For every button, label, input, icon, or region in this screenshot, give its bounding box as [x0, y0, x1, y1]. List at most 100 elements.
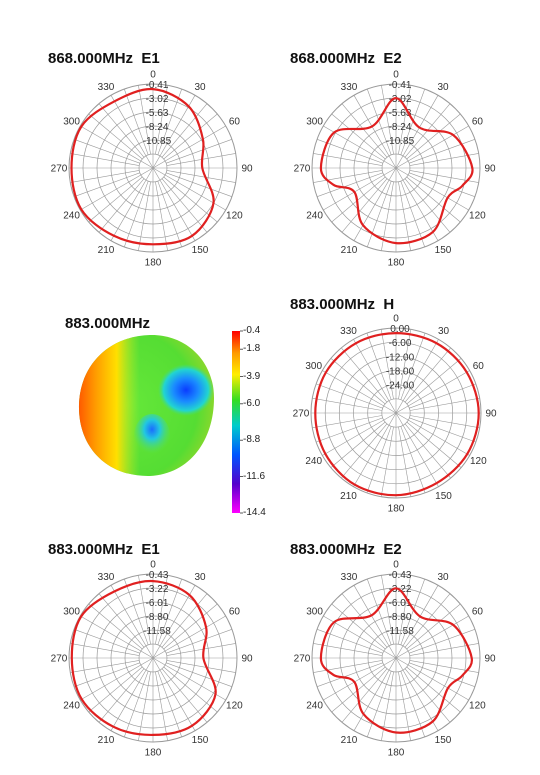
colorbar-tick-label: -1.8	[243, 343, 261, 355]
grid-spoke	[166, 643, 236, 656]
radial-tick-label: -0.43	[146, 570, 169, 581]
polar-plot-4: 0 30 60 90 120 150 180 210 240 270 300 330 0.00 -6.00…	[293, 314, 497, 515]
grid-spoke	[163, 603, 218, 650]
radial-tick-label: -0.41	[389, 80, 412, 91]
grid-spoke	[157, 181, 182, 248]
radial-tick-label: -11.58	[386, 626, 414, 637]
grid-spoke	[406, 113, 461, 160]
grid-spoke	[395, 615, 469, 659]
grid-spoke	[88, 666, 143, 713]
grid-spoke	[322, 370, 397, 414]
grid-spoke	[124, 181, 149, 248]
grid-spoke	[312, 397, 383, 411]
grid-spoke	[138, 575, 151, 645]
grid-spoke	[380, 329, 394, 400]
colorbar-tick-label: -8.8	[243, 434, 261, 446]
grid-spoke	[316, 172, 383, 197]
grid-spoke	[331, 176, 386, 223]
radial-tick-label: -8.80	[389, 612, 412, 623]
angle-label: 240	[306, 211, 323, 222]
grid-spoke	[70, 660, 140, 673]
grid-spoke	[80, 167, 154, 211]
grid-spoke	[323, 615, 397, 659]
grid-spoke	[152, 657, 196, 731]
grid-spoke	[157, 578, 182, 645]
grid-spoke	[80, 657, 154, 701]
grid-spoke	[155, 575, 168, 645]
radial-tick-label: -0.43	[389, 570, 412, 581]
chart-title-5: 883.000MHz E1	[48, 541, 160, 558]
angle-label: 270	[294, 654, 311, 665]
grid-spoke	[404, 668, 451, 723]
grid-spoke	[404, 347, 451, 403]
radial-tick-label: -5.63	[389, 108, 412, 119]
grid-spoke	[80, 125, 154, 169]
grid-spoke	[157, 671, 182, 738]
grid-spoke	[163, 113, 218, 160]
grid-spoke	[124, 671, 149, 738]
grid-spoke	[316, 139, 383, 164]
chart-title-2: 868.000MHz E2	[290, 50, 402, 67]
grid-spoke	[406, 358, 462, 405]
radial-tick-label: -0.41	[146, 80, 169, 91]
grid-spoke	[330, 358, 386, 405]
grid-spoke	[367, 671, 392, 738]
grid-spoke	[316, 662, 383, 687]
angle-label: 90	[484, 164, 496, 175]
radial-tick-label: -10.85	[386, 136, 415, 147]
radial-tick-label: -8.24	[146, 122, 169, 133]
angle-label: 120	[226, 701, 243, 712]
angle-label: 30	[437, 572, 449, 583]
grid-spoke	[98, 668, 145, 723]
grid-spoke	[161, 103, 208, 158]
angle-label: 150	[435, 491, 452, 502]
angle-label: 300	[306, 117, 323, 128]
angle-label: 30	[194, 82, 206, 93]
angle-label: 60	[229, 117, 241, 128]
grid-spoke	[166, 660, 236, 673]
grid-spoke	[70, 170, 140, 183]
angle-label: 0	[393, 70, 399, 81]
grid-spoke	[73, 139, 140, 164]
grid-spoke	[341, 178, 388, 233]
grid-spoke	[398, 575, 411, 645]
radial-tick-label: -12.00	[386, 352, 415, 363]
angle-label: 180	[388, 504, 405, 515]
radiation-sphere	[78, 334, 214, 477]
grid-spoke	[400, 671, 425, 738]
grid-spoke	[404, 423, 451, 479]
colorbar-tick-label: -3.9	[243, 370, 261, 382]
angle-label: 120	[469, 211, 486, 222]
grid-spoke	[353, 657, 397, 731]
grid-spoke	[395, 657, 469, 701]
pattern-trace	[70, 87, 215, 246]
grid-spoke	[155, 181, 168, 251]
grid-spoke	[409, 397, 480, 411]
grid-spoke	[152, 167, 196, 241]
grid-spoke	[110, 167, 154, 241]
grid-spoke	[404, 178, 451, 233]
grid-spoke	[312, 415, 383, 429]
angle-label: 240	[63, 701, 80, 712]
colorbar-tick-label: -0.4	[243, 325, 261, 336]
grid-spoke	[400, 426, 426, 494]
grid-spoke	[367, 181, 392, 248]
grid-spoke	[366, 426, 392, 494]
grid-spoke	[323, 167, 397, 211]
angle-label: 150	[435, 245, 452, 256]
grid-spoke	[406, 603, 461, 650]
angle-label: 300	[305, 361, 322, 372]
grid-spoke	[341, 593, 388, 648]
radial-tick-label: -10.85	[143, 136, 172, 147]
grid-spoke	[313, 660, 383, 673]
grid-spoke	[395, 370, 470, 414]
grid-spoke	[406, 176, 461, 223]
grid-spoke	[367, 578, 392, 645]
grid-spoke	[70, 643, 140, 656]
angle-label: 300	[63, 607, 80, 618]
grid-spoke	[395, 95, 439, 169]
radial-tick-label: -6.00	[389, 338, 412, 349]
grid-spoke	[163, 666, 218, 713]
angle-label: 330	[341, 82, 358, 93]
angle-label: 300	[306, 607, 323, 618]
